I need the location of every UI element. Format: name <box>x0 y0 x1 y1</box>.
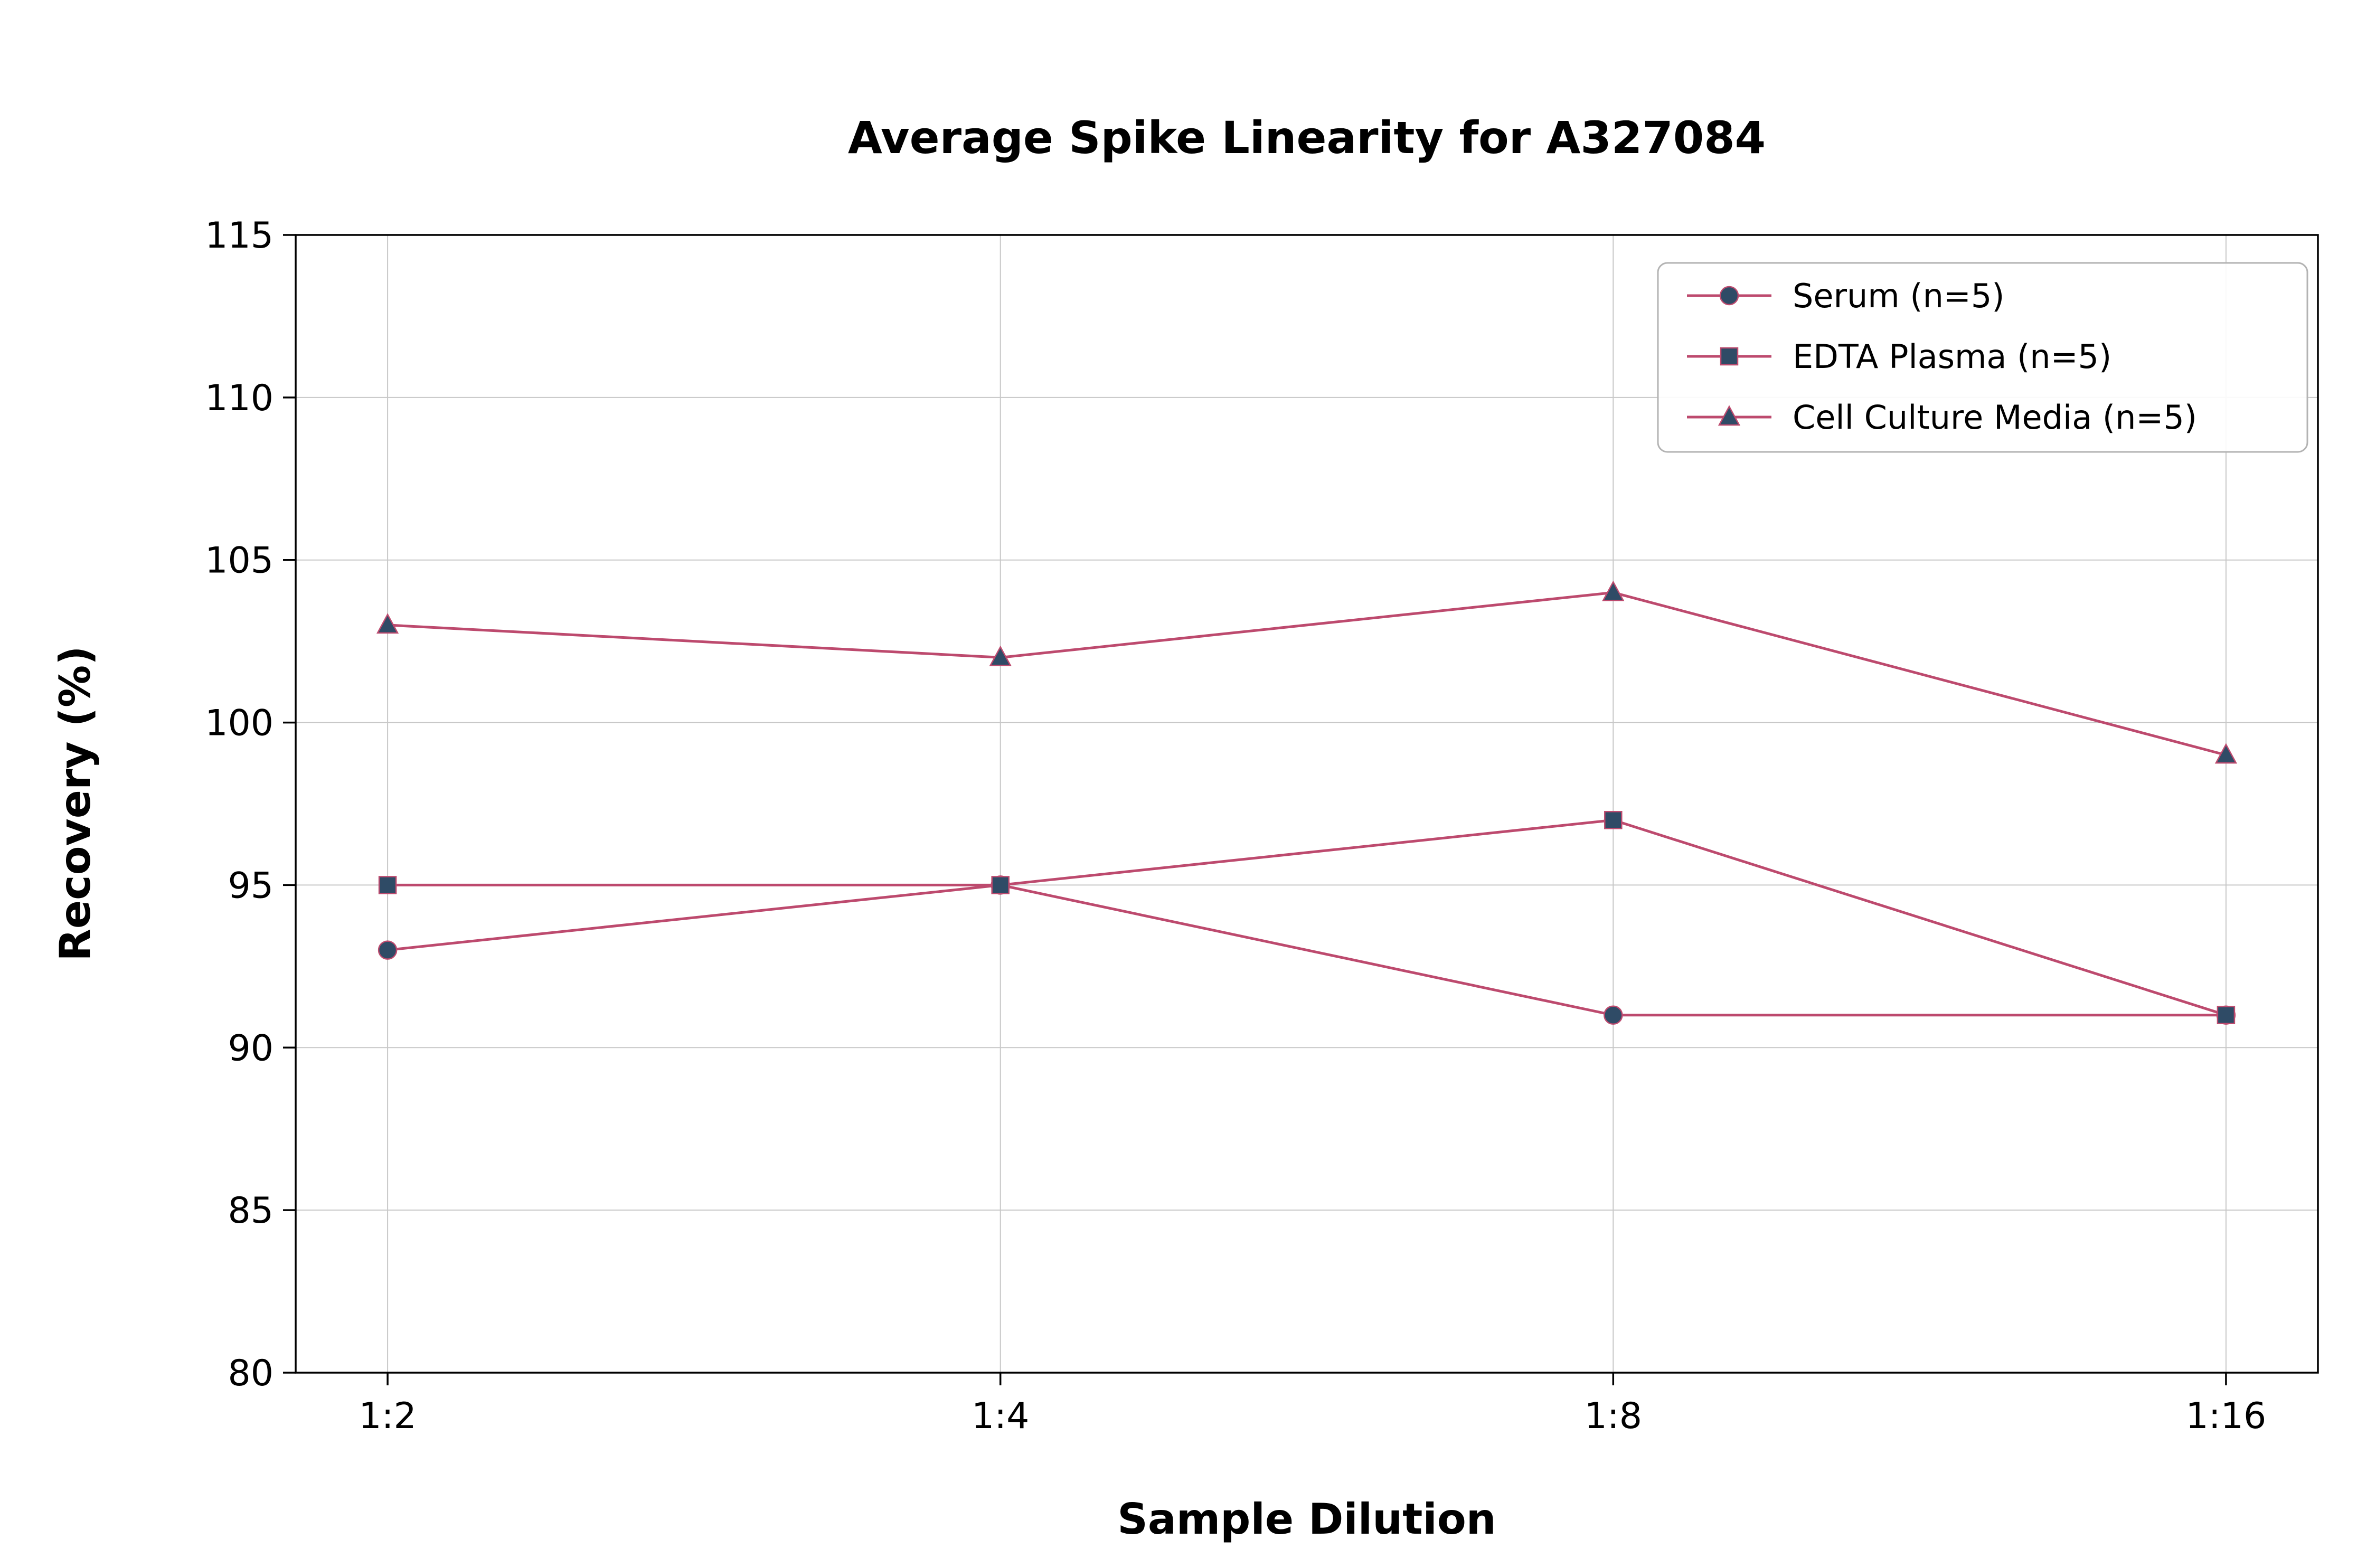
chart-title: Average Spike Linearity for A327084 <box>848 112 1766 164</box>
series-marker-2-3 <box>2214 743 2238 764</box>
series-line-0 <box>386 883 2228 1017</box>
legend-marker-0 <box>1719 286 1739 306</box>
legend-marker-2 <box>1718 405 1741 426</box>
y-tick-label: 115 <box>205 215 274 257</box>
y-tick-label: 110 <box>205 377 274 419</box>
x-tick-label: 1:8 <box>1585 1395 1642 1437</box>
series-marker-1-0 <box>378 876 397 894</box>
legend-entry-label-2: Cell Culture Media (n=5) <box>1793 398 2197 437</box>
y-tick-label: 80 <box>228 1353 274 1394</box>
y-tick-label: 85 <box>228 1190 274 1232</box>
series-marker-1-1 <box>991 876 1010 894</box>
series-marker-2-2 <box>1602 580 1625 601</box>
x-axis-label: Sample Dilution <box>1117 1495 1496 1544</box>
series-marker-0-2 <box>1604 1005 1623 1025</box>
series-marker-1-3 <box>2217 1006 2236 1024</box>
y-tick-label: 90 <box>228 1027 274 1069</box>
legend: Serum (n=5) EDTA Plasma (n=5) Cell Culture… <box>1657 262 2308 453</box>
y-axis-label: Recovery (%) <box>51 646 100 961</box>
x-tick-label: 1:2 <box>359 1395 416 1437</box>
series-marker-0-0 <box>378 940 398 960</box>
legend-box <box>1657 262 2308 453</box>
legend-entry-label-1: EDTA Plasma (n=5) <box>1793 337 2111 376</box>
legend-entry-label-0: Serum (n=5) <box>1793 277 2004 315</box>
series-marker-2-1 <box>989 645 1012 666</box>
x-tick-label: 1:16 <box>2186 1395 2267 1437</box>
y-tick-label: 100 <box>205 703 274 744</box>
y-tick-label: 95 <box>228 865 274 906</box>
series-marker-1-2 <box>1604 811 1623 829</box>
series-line-2 <box>386 591 2228 757</box>
legend-marker-1 <box>1720 347 1739 366</box>
y-tick-label: 105 <box>205 540 274 582</box>
series-line-1 <box>386 818 2228 1017</box>
x-tick-label: 1:4 <box>972 1395 1029 1437</box>
series-marker-2-0 <box>376 613 399 634</box>
axes-spines <box>295 234 2319 1374</box>
